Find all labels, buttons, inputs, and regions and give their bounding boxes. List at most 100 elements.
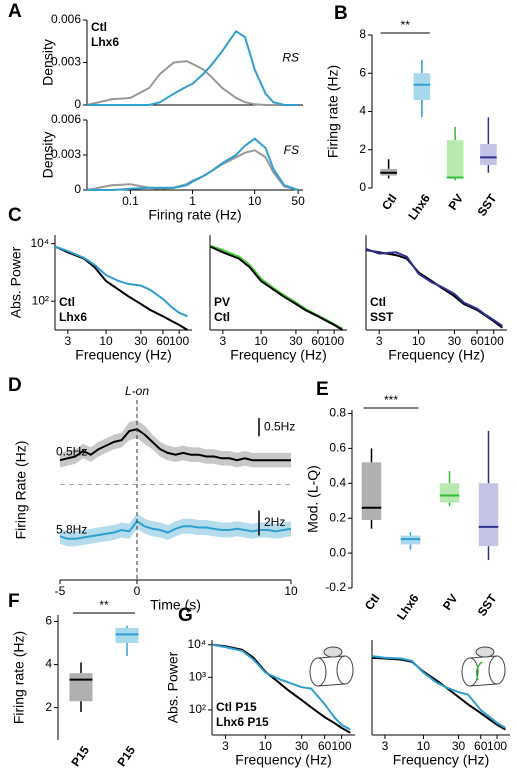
series-line: [365, 248, 503, 327]
x-tick-label: 60: [156, 334, 170, 348]
significance-label: **: [99, 598, 109, 612]
legend-label: PV: [214, 295, 230, 309]
x-tick-label: 3: [222, 739, 229, 753]
y-tick-label: 0.6: [329, 441, 346, 455]
y-tick-label: 6: [45, 614, 52, 628]
x-tick-label: 60: [474, 739, 488, 753]
wheel: [336, 655, 354, 685]
x-tick-label: -5: [55, 584, 66, 598]
panel-label: G: [178, 605, 193, 626]
y-axis-label: Mod. (L-Q): [305, 465, 321, 533]
series-line: [211, 643, 351, 731]
legend-label: Lhx6: [59, 310, 87, 324]
mouse: [475, 646, 495, 658]
series-line: [86, 149, 299, 191]
panel-label: D: [8, 375, 22, 396]
x-axis-label: Frequency (Hz): [393, 752, 489, 768]
y-tick-label: 0: [74, 182, 81, 196]
y-tick-label: 0.2: [329, 510, 346, 524]
y-axis-label: Firing rate (Hz): [325, 65, 341, 158]
series-line: [211, 643, 351, 734]
y-tick-label: 10⁴: [187, 637, 206, 651]
category-label: SST: [475, 591, 500, 619]
x-tick-label: 30: [448, 334, 462, 348]
x-tick-label: 10: [412, 334, 426, 348]
box-body: [115, 627, 139, 644]
y-axis-label: Density: [40, 132, 56, 179]
category-label: Lhx6: [394, 591, 422, 622]
box-body: [69, 673, 93, 702]
y-tick-label: 10²: [32, 293, 49, 307]
y-tick-label: 8: [359, 27, 366, 41]
legend-label: Lhx6 P15: [216, 715, 269, 729]
box: [361, 448, 382, 529]
box-body: [478, 483, 499, 547]
x-tick-label: 3: [376, 334, 383, 348]
y-tick-label: 6: [359, 65, 366, 79]
x-axis-label: Firing rate (Hz): [148, 207, 241, 223]
box: [480, 117, 497, 173]
legend-label: SST: [370, 310, 394, 324]
panel-label: C: [8, 205, 22, 226]
x-axis-label: Frequency (Hz): [235, 752, 331, 768]
x-tick-label: 30: [295, 739, 309, 753]
baseline-label: 5.8Hz: [56, 522, 87, 536]
box: [69, 662, 93, 712]
error-band: [60, 513, 291, 547]
series-line: [59, 428, 291, 462]
box-body: [413, 73, 431, 101]
legend-label: Ctl: [214, 310, 230, 324]
series-line: [209, 244, 343, 330]
box-body: [480, 144, 497, 166]
y-tick-label: 0.003: [51, 147, 81, 161]
series-line: [371, 655, 506, 729]
legend-label: Ctl P15: [216, 700, 257, 714]
y-tick-label: 4: [45, 657, 52, 671]
x-tick-label: 0: [134, 584, 141, 598]
x-tick-label: 10: [259, 739, 273, 753]
y-axis-label: Firing rate (Hz): [11, 631, 27, 724]
y-tick-label: 4: [359, 104, 366, 118]
x-tick-label: 30: [289, 334, 303, 348]
scale-bar-label: 0.5Hz: [264, 419, 295, 433]
x-tick-label: 10: [417, 739, 431, 753]
y-tick-label: 0.4: [329, 475, 346, 489]
category-label: Ctl: [362, 592, 383, 613]
mouse-icon: [309, 646, 506, 687]
series-line: [86, 60, 299, 106]
x-tick-label: 10: [284, 584, 298, 598]
y-tick-label: 0: [359, 180, 366, 194]
series-line: [59, 519, 292, 540]
x-axis-label: Frequency (Hz): [230, 347, 326, 363]
series-line: [87, 29, 299, 106]
y-axis-label: Abs. Power: [165, 651, 181, 723]
y-tick-label: -0.2: [325, 580, 346, 594]
x-tick-label: 30: [452, 739, 466, 753]
x-axis-label: Time (s): [150, 597, 201, 613]
x-axis-label: Frequency (Hz): [388, 347, 484, 363]
y-axis-label: Firing Rate (Hz): [13, 441, 29, 540]
legend-label: Ctl: [91, 20, 107, 34]
x-tick-label: 100: [169, 334, 189, 348]
box: [413, 59, 431, 118]
series-line: [54, 245, 188, 318]
y-tick-label: 10³: [189, 670, 206, 684]
x-tick-label: 100: [324, 334, 344, 348]
x-tick-label: 3: [220, 334, 227, 348]
legend-label: Ctl: [59, 295, 75, 309]
category-label: P15: [68, 743, 92, 768]
wheel: [309, 657, 327, 687]
legend-label: Lhx6: [91, 35, 119, 49]
wheel: [488, 655, 506, 685]
box: [380, 159, 397, 179]
box: [400, 532, 421, 550]
x-tick-label: 100: [484, 334, 504, 348]
scale-bar-label: 2Hz: [264, 515, 285, 529]
y-tick-label: 0: [74, 97, 81, 111]
x-tick-label: 10: [99, 334, 113, 348]
series-line: [371, 656, 506, 731]
x-tick-label: 3: [65, 334, 72, 348]
series-line: [209, 245, 344, 331]
x-tick-label: 30: [134, 334, 148, 348]
x-tick-label: 100: [487, 739, 507, 753]
